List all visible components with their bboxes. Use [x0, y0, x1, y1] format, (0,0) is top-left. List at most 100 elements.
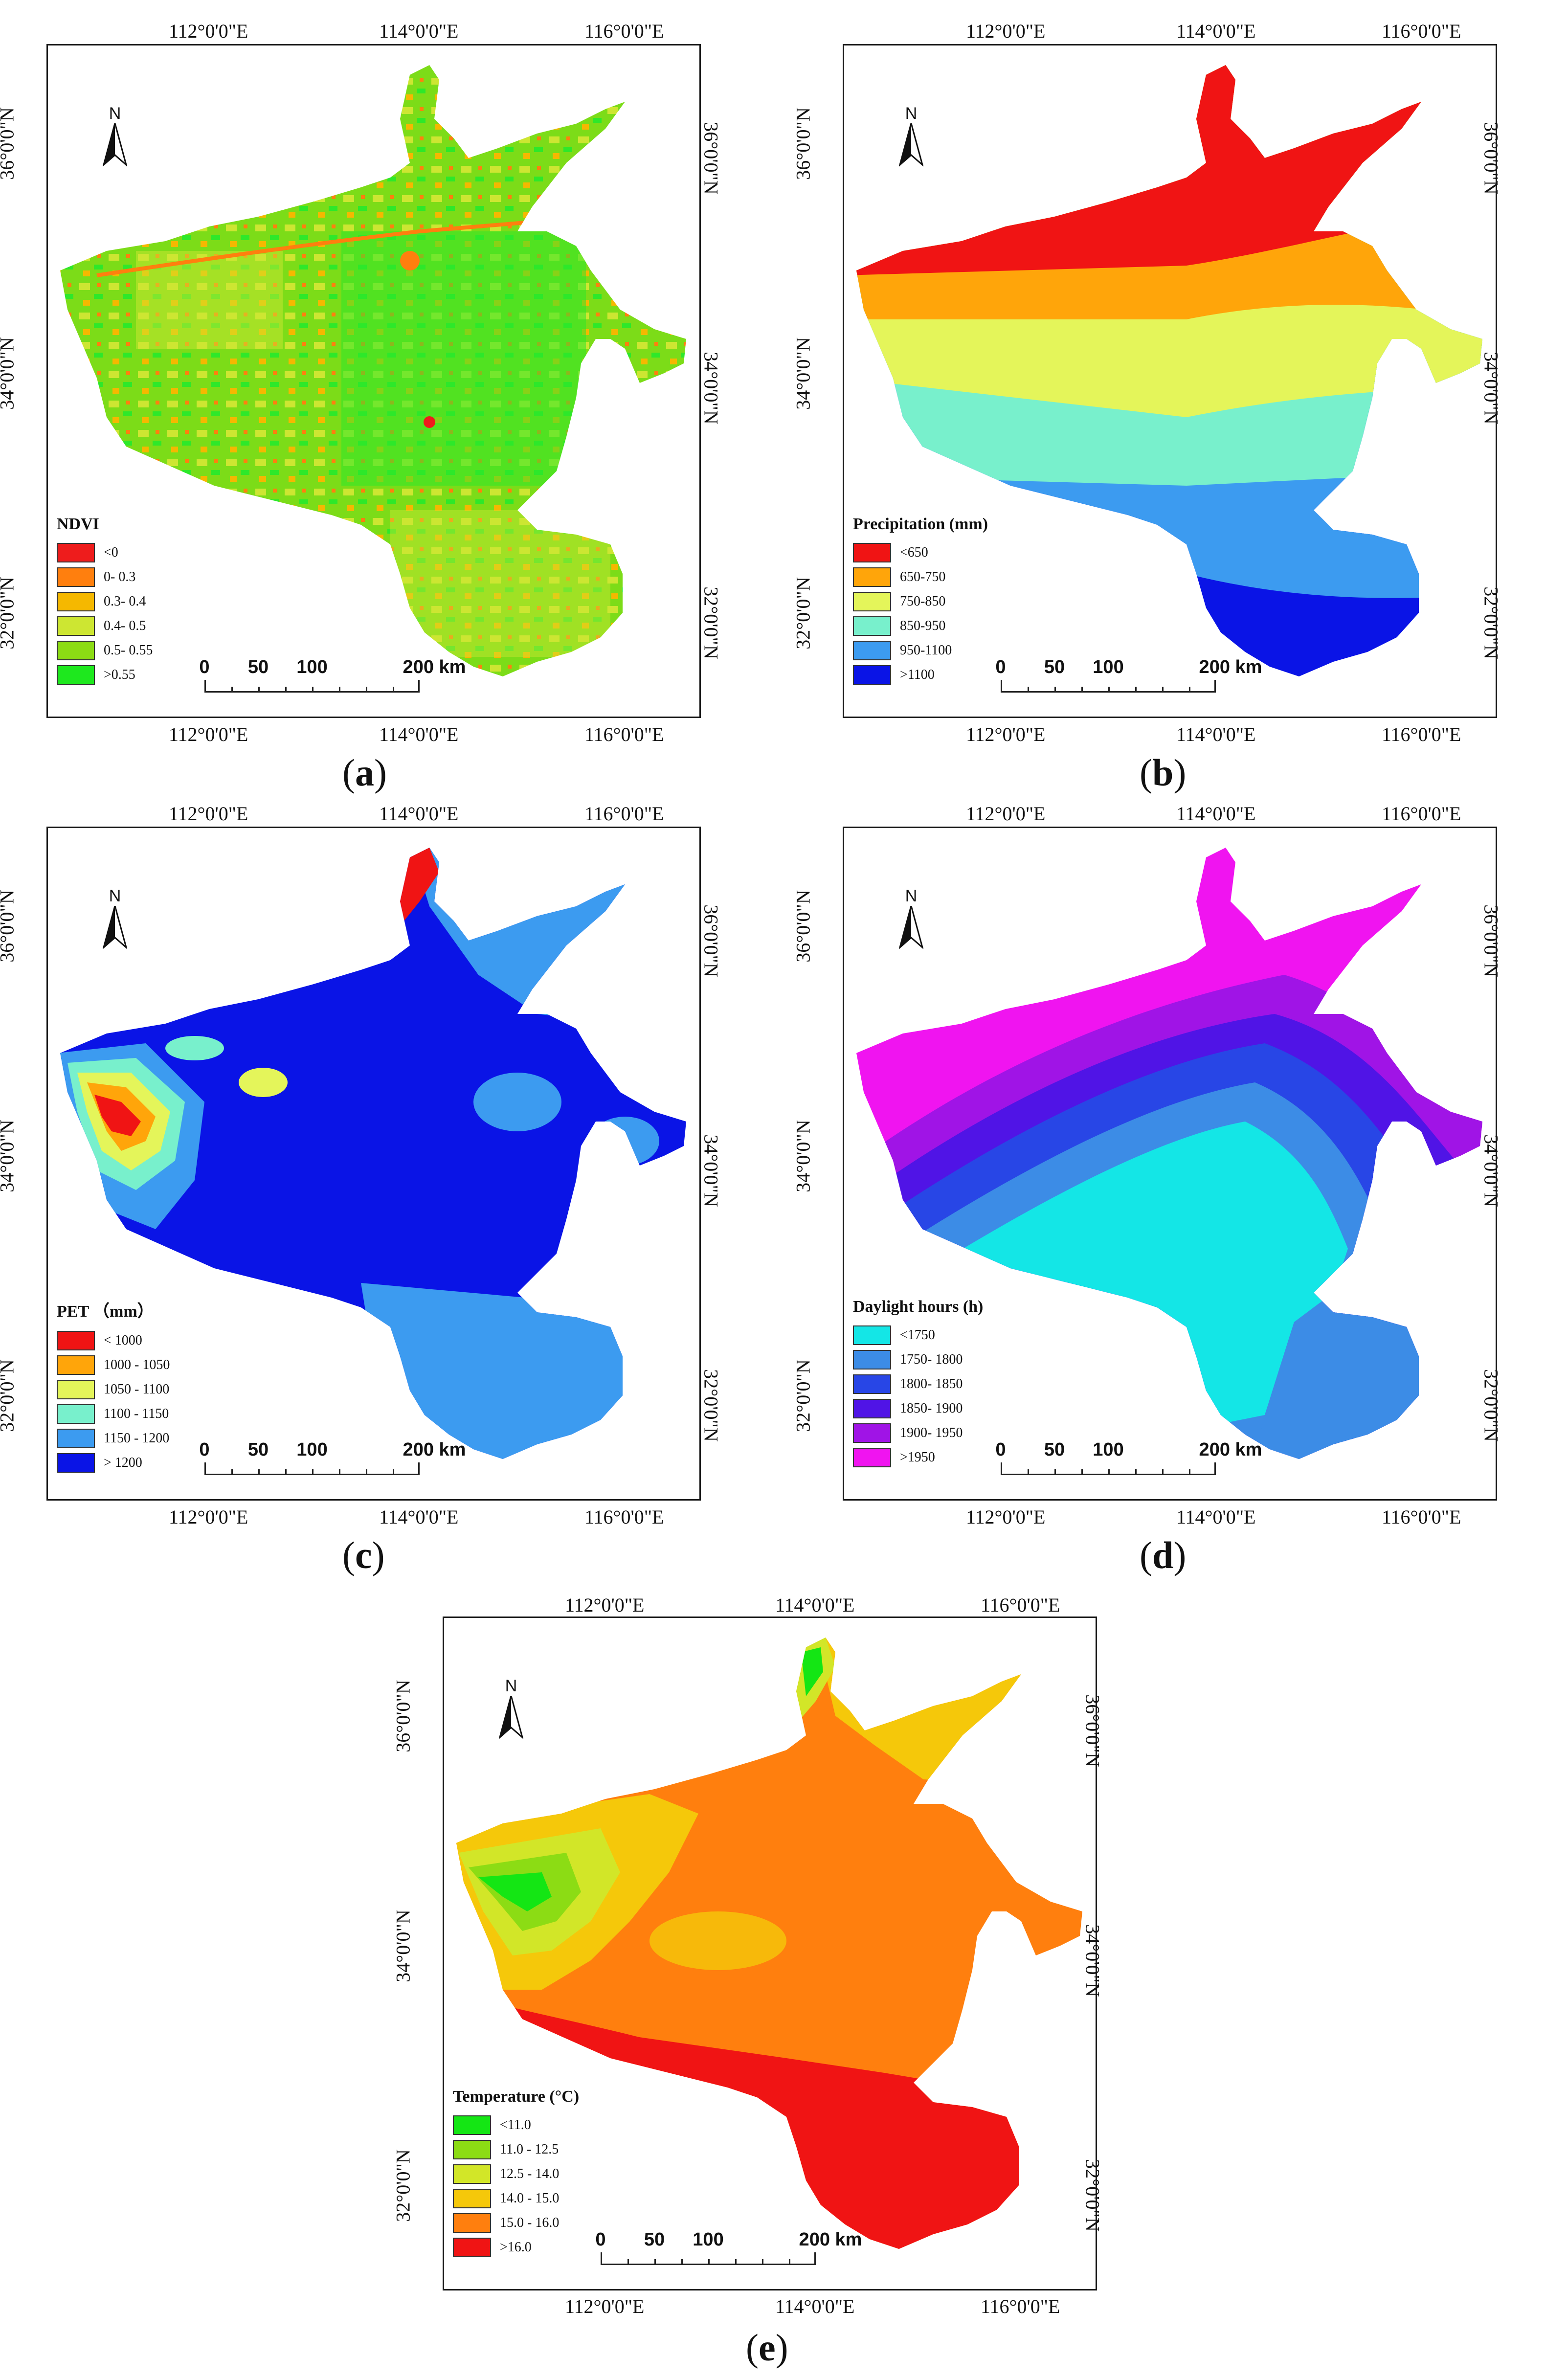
- caption-letter: e: [758, 2326, 776, 2369]
- lat-label-right-2: 34°0'0"N: [700, 1134, 722, 1207]
- legend-swatch: [57, 641, 95, 660]
- north-arrow-icon: [898, 120, 924, 167]
- north-arrow-b: N: [898, 104, 924, 170]
- caption-b: (b): [1140, 751, 1187, 794]
- lat-label-left-1: 36°0'0"N: [0, 107, 18, 180]
- legend-swatch: [453, 2164, 491, 2184]
- legend-swatch: [57, 1404, 95, 1424]
- scale-label: 100: [1093, 1439, 1124, 1460]
- north-arrow-icon: [898, 903, 924, 950]
- legend-label: 12.5 - 14.0: [500, 2166, 560, 2181]
- lat-label-right-3: 32°0'0"N: [1081, 2159, 1104, 2232]
- legend-item: 15.0 - 16.0: [453, 2211, 579, 2235]
- caption-letter: b: [1152, 751, 1174, 794]
- legend-title: Precipitation (mm): [853, 515, 988, 533]
- lat-label-left-3: 32°0'0"N: [0, 1359, 18, 1432]
- scale-label: 100: [1093, 657, 1124, 677]
- caption-a: (a): [342, 751, 387, 794]
- lat-label-right-1: 36°0'0"N: [1081, 1694, 1104, 1767]
- legend-item: <1750: [853, 1323, 983, 1347]
- legend-label: <650: [900, 545, 928, 560]
- lon-label-top-2: 114°0'0"E: [379, 20, 459, 42]
- scale-label: 50: [644, 2229, 665, 2250]
- legend-swatch: [453, 2140, 491, 2159]
- legend-label: <1750: [900, 1327, 935, 1343]
- legend-label: 1000 - 1050: [104, 1357, 170, 1372]
- lon-label-top-2: 114°0'0"E: [1176, 20, 1256, 42]
- north-label: N: [905, 887, 918, 905]
- lon-label-bottom-2: 114°0'0"E: [379, 1506, 459, 1528]
- map-frame-e: N Temperature (°C) <11.0 11.0 - 12.5 12.…: [443, 1617, 1097, 2290]
- legend-swatch: [853, 1423, 891, 1443]
- legend-swatch: [57, 1331, 95, 1350]
- lon-label-top-2: 114°0'0"E: [775, 1594, 855, 1616]
- legend-title: PET （mm）: [57, 1302, 154, 1321]
- lat-label-right-1: 36°0'0"N: [700, 904, 722, 977]
- legend-label: 1750- 1800: [900, 1352, 963, 1367]
- lat-label-right-3: 32°0'0"N: [700, 1369, 722, 1442]
- temperature-raster-map: [456, 1638, 1082, 2249]
- legend-swatch: [853, 1325, 891, 1345]
- legend-swatch: [853, 641, 891, 660]
- legend-item: 12.5 - 14.0: [453, 2162, 579, 2186]
- legend-item: 650-750: [853, 565, 988, 589]
- legend-item: 950-1100: [853, 638, 988, 663]
- lon-label-bottom-2: 114°0'0"E: [775, 2295, 855, 2317]
- legend-label: 0.5- 0.55: [104, 643, 153, 658]
- north-arrow-c: N: [102, 887, 128, 952]
- legend-label: 1150 - 1200: [104, 1431, 170, 1446]
- legend-title: NDVI: [57, 515, 99, 533]
- scale-label: 200 km: [403, 657, 466, 677]
- lon-label-top-2: 114°0'0"E: [379, 803, 459, 825]
- legend-label: < 1000: [104, 1333, 142, 1348]
- legend-item: 0.4- 0.5: [57, 614, 153, 638]
- north-arrow-e: N: [498, 1677, 524, 1742]
- legend-item: 1150 - 1200: [57, 1426, 170, 1451]
- legend-label: 1100 - 1150: [104, 1406, 169, 1421]
- legend-label: 750-850: [900, 594, 946, 609]
- lon-label-bottom-2: 114°0'0"E: [1176, 723, 1256, 745]
- scale-bar-b: 0 50 100 200 km: [995, 657, 1262, 693]
- legend-swatch: [453, 2115, 491, 2135]
- north-arrow-a: N: [102, 104, 128, 170]
- lat-label-left-1: 36°0'0"N: [792, 890, 814, 963]
- lon-label-bottom-3: 116°0'0"E: [1382, 1506, 1461, 1528]
- lat-label-right-1: 36°0'0"N: [1480, 904, 1502, 977]
- lon-label-bottom-3: 116°0'0"E: [981, 2295, 1060, 2317]
- legend-label: 950-1100: [900, 643, 952, 658]
- legend-swatch: [57, 616, 95, 636]
- legend-swatch: [57, 592, 95, 611]
- legend-item: <0: [57, 540, 153, 565]
- scale-bar-e: 0 50 100 200 km: [595, 2229, 862, 2265]
- legend-item: >16.0: [453, 2235, 579, 2260]
- legend-swatch: [57, 665, 95, 685]
- pet-raster-map: [60, 848, 686, 1459]
- lat-label-left-2: 34°0'0"N: [792, 1120, 814, 1192]
- north-arrow-icon: [498, 1693, 524, 1740]
- north-label: N: [109, 887, 121, 905]
- lat-label-left-3: 32°0'0"N: [392, 2149, 414, 2222]
- north-arrow-icon: [102, 903, 128, 950]
- lon-label-top-3: 116°0'0"E: [981, 1594, 1060, 1616]
- lon-label-top-1: 112°0'0"E: [169, 803, 248, 825]
- caption-letter: c: [355, 1534, 372, 1576]
- caption-letter: d: [1152, 1534, 1174, 1576]
- scale-label: 100: [296, 657, 328, 677]
- scale-label: 0: [995, 1439, 1006, 1460]
- legend-label: >1950: [900, 1450, 935, 1465]
- precipitation-zone-map: [856, 65, 1482, 676]
- lat-label-left-1: 36°0'0"N: [0, 890, 18, 963]
- lon-label-bottom-3: 116°0'0"E: [1382, 723, 1461, 745]
- lon-label-bottom-2: 114°0'0"E: [1176, 1506, 1256, 1528]
- legend-label: > 1200: [104, 1455, 142, 1470]
- legend-label: >0.55: [104, 667, 135, 682]
- scale-label: 50: [247, 1439, 269, 1460]
- legend-c: PET （mm） < 1000 1000 - 1050 1050 - 1100 …: [57, 1298, 170, 1475]
- legend-label: 0.4- 0.5: [104, 618, 146, 633]
- scale-label: 0: [199, 1439, 210, 1460]
- legend-swatch: [57, 543, 95, 562]
- legend-label: 15.0 - 16.0: [500, 2215, 560, 2230]
- lon-label-bottom-3: 116°0'0"E: [584, 1506, 664, 1528]
- caption-c: (c): [342, 1534, 385, 1576]
- scale-label: 100: [296, 1439, 328, 1460]
